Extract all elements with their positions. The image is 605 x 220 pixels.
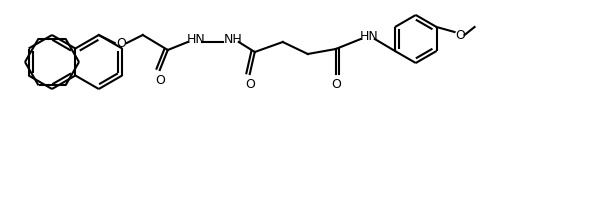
Text: O: O [331,77,341,90]
Text: O: O [116,37,126,50]
Text: O: O [456,29,465,42]
Text: O: O [245,77,255,90]
Text: NH: NH [223,33,242,46]
Text: O: O [155,73,165,86]
Text: HN: HN [359,29,378,42]
Text: HN: HN [186,33,205,46]
